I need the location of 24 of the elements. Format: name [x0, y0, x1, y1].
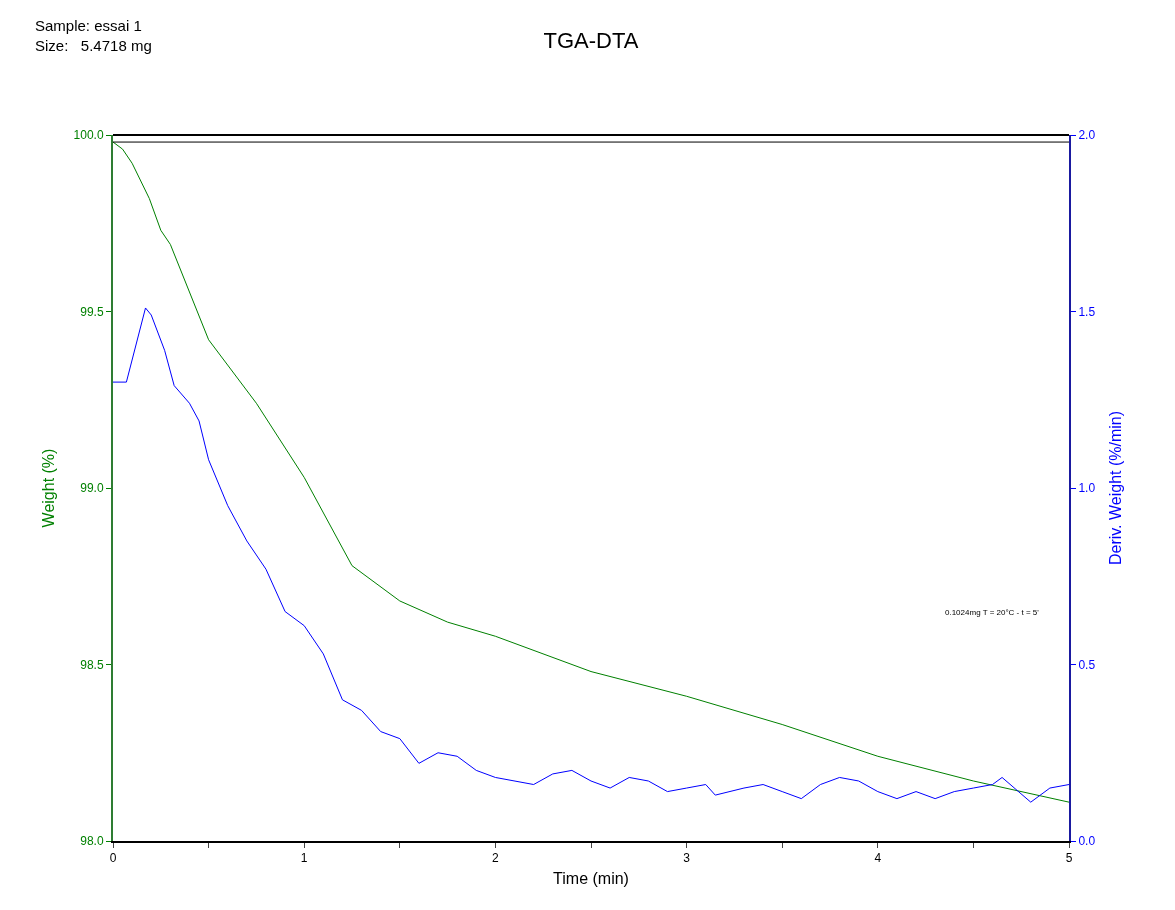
y2-axis-title: Deriv. Weight (%/min) [1106, 410, 1124, 566]
x-tick-label: 1 [300, 851, 308, 866]
x-tick-label: 0 [109, 851, 117, 866]
x-tick-label: 5 [1065, 851, 1073, 866]
x-tick-label: 2 [492, 851, 500, 866]
y-tick-label: 99.0 [80, 481, 104, 496]
y-tick-label: 100.0 [73, 128, 104, 143]
y-tick-label: 98.0 [80, 834, 104, 849]
y2-tick-label: 1.0 [1078, 481, 1096, 496]
y2-tick-label: 0.0 [1078, 834, 1096, 849]
y-tick-label: 99.5 [80, 304, 104, 319]
line-series [113, 141, 1069, 803]
x-tick-label: 4 [874, 851, 882, 866]
chart-title: TGA-DTA [543, 27, 639, 53]
x-axis-title: Time (min) [553, 869, 629, 887]
y2-tick-label: 2.0 [1078, 128, 1096, 143]
y-tick-label: 98.5 [80, 657, 104, 672]
y2-tick-label: 0.5 [1078, 657, 1096, 672]
x-tick-label: 3 [683, 851, 691, 866]
y2-tick-label: 1.5 [1078, 304, 1096, 319]
y-axis-title: Weight (%) [39, 448, 57, 528]
line-series [113, 307, 1069, 803]
chart-subtitle: Sample: essai 1 Size: 5.4718 mg [35, 17, 152, 54]
annotation: 0.1024mg T = 20°C - t = 5' [945, 608, 1040, 617]
